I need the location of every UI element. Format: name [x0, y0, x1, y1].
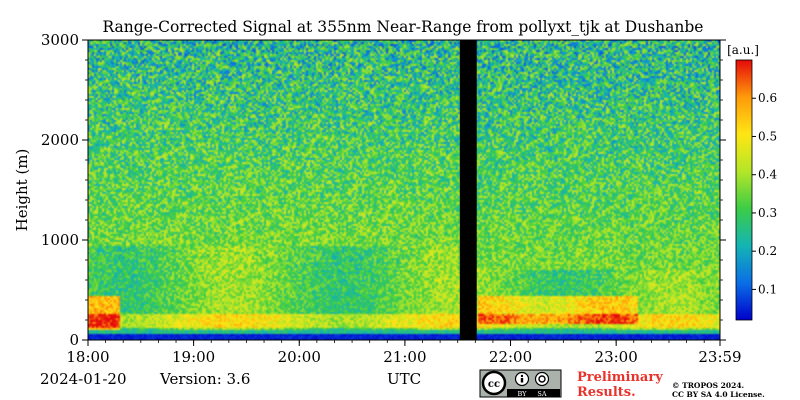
x-tick-label: 23:59 — [698, 348, 741, 366]
x-axis: 18:00 19:00 20:00 21:00 22:00 23:00 23:59 — [66, 340, 742, 366]
copyright-line2: CC BY SA 4.0 License. — [672, 390, 765, 399]
cc-icon — [481, 370, 507, 396]
no-data-gap — [459, 40, 477, 340]
preliminary-label-line1: Preliminary — [577, 370, 663, 385]
cc-by-sa-badge: cc BY SA — [479, 369, 562, 398]
y-tick-label: 1000 — [41, 231, 79, 249]
colorbar-tick-label: 0.3 — [758, 206, 777, 220]
colorbar-tick-label: 0.4 — [758, 168, 777, 182]
colorbar-tick-label: 0.5 — [758, 129, 777, 143]
plot-frame — [87, 39, 721, 341]
colorbar: [a.u.] 0.1 0.2 0.3 0.4 0.5 0.6 — [727, 43, 777, 321]
chart-title: Range-Corrected Signal at 355nm Near-Ran… — [103, 18, 704, 36]
y-tick-label: 0 — [69, 331, 79, 349]
x-tick-label: 23:00 — [595, 348, 638, 366]
x-tick-label: 18:00 — [66, 348, 109, 366]
sa-label: SA — [537, 390, 546, 398]
date-label: 2024-01-20 — [40, 370, 126, 388]
y-axis-label: Height (m) — [13, 149, 31, 232]
colorbar-unit: [a.u.] — [727, 43, 759, 57]
x-tick-label: 20:00 — [278, 348, 321, 366]
cc-icon-letters: cc — [488, 379, 500, 390]
x-tick-label: 22:00 — [489, 348, 532, 366]
x-tick-label: 19:00 — [172, 348, 215, 366]
by-label: BY — [518, 390, 528, 398]
preliminary-label-line2: Results. — [577, 385, 636, 400]
colorbar-tick-label: 0.6 — [758, 91, 777, 105]
colorbar-ticks: 0.1 0.2 0.3 0.4 0.5 0.6 — [752, 91, 777, 296]
x-tick-label: 21:00 — [383, 348, 426, 366]
sa-icon — [534, 371, 550, 387]
colorbar-bar — [735, 59, 753, 321]
y-tick-label: 2000 — [41, 131, 79, 149]
version-label: Version: 3.6 — [159, 370, 250, 388]
signal-heatmap — [88, 40, 720, 340]
plot-area — [88, 40, 720, 340]
x-axis-label: UTC — [387, 370, 421, 388]
colorbar-tick-label: 0.1 — [758, 282, 777, 296]
y-tick-label: 3000 — [41, 31, 79, 49]
colorbar-tick-label: 0.2 — [758, 244, 777, 258]
copyright-line1: © TROPOS 2024. — [672, 381, 744, 390]
y-axis: 0 1000 2000 3000 — [41, 31, 726, 349]
